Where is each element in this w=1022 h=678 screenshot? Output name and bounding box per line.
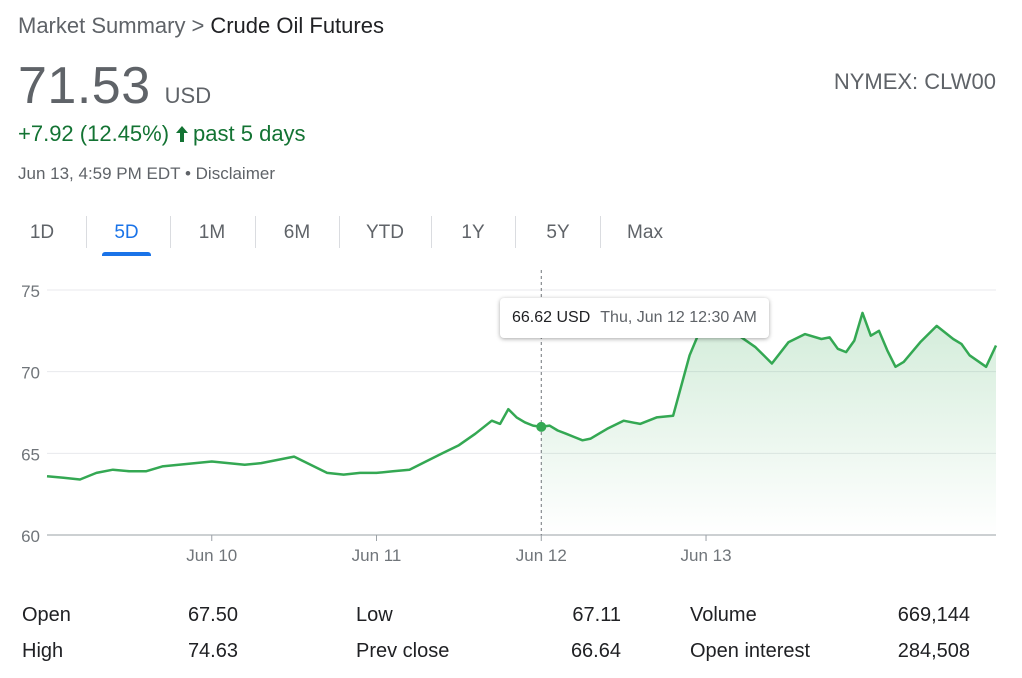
tab-label: Max (627, 222, 663, 243)
price-change: +7.92 (12.45%) (18, 121, 170, 146)
tab-divider (339, 216, 340, 248)
stat-low-value: 67.11 (572, 604, 621, 626)
tab-label: 1D (29, 222, 55, 243)
stat-open-value: 67.50 (187, 604, 238, 626)
stat-prev-close-label: Prev close (356, 640, 450, 662)
tab-ytd[interactable]: YTD (356, 214, 414, 256)
tab-divider (431, 216, 432, 248)
arrow-up-icon (175, 125, 189, 143)
stat-volume-label: Volume (690, 604, 757, 626)
tab-divider (600, 216, 601, 248)
tab-label: 6M (283, 222, 311, 243)
tab-label: 1M (198, 222, 226, 243)
tab-6m[interactable]: 6M (273, 214, 321, 256)
stat-open-interest-value: 284,508 (897, 640, 970, 662)
tab-divider (170, 216, 171, 248)
y-tick-label: 65 (21, 445, 40, 464)
change-period: past 5 days (193, 121, 306, 146)
tab-5y[interactable]: 5Y (533, 214, 583, 256)
tab-5d[interactable]: 5D (102, 214, 151, 256)
tab-label: 5Y (546, 222, 570, 243)
breadcrumb-separator: > (191, 13, 205, 38)
stat-high-value: 74.63 (187, 640, 238, 662)
price-chart[interactable]: 60 65 70 75 Jun 10 Jun 11 Jun 12 Jun 13 (0, 270, 1022, 580)
stat-prev-close-value: 66.64 (570, 640, 621, 662)
series-area-fill (541, 312, 996, 535)
breadcrumb: Market Summary > Crude Oil Futures (18, 13, 384, 39)
tab-1m[interactable]: 1M (188, 214, 236, 256)
tab-divider (255, 216, 256, 248)
separator-dot: • (184, 164, 191, 183)
quote-timestamp: Jun 13, 4:59 PM EDT (18, 164, 181, 183)
hover-marker-dot (536, 421, 547, 432)
breadcrumb-current: Crude Oil Futures (210, 13, 384, 38)
disclaimer-link[interactable]: Disclaimer (195, 164, 275, 183)
stat-volume-value: 669,144 (897, 604, 970, 626)
x-tick-label: Jun 12 (516, 546, 567, 565)
tab-label: 1Y (461, 222, 485, 243)
tab-divider (86, 216, 87, 248)
chart-tooltip: 66.62 USD Thu, Jun 12 12:30 AM (500, 298, 769, 338)
stat-high-label: High (22, 640, 64, 662)
stat-open-interest-label: Open interest (690, 640, 811, 662)
tab-1y[interactable]: 1Y (448, 214, 498, 256)
y-tick-label: 70 (21, 364, 40, 383)
tab-1d[interactable]: 1D (18, 214, 66, 256)
y-tick-label: 60 (21, 527, 40, 546)
exchange-symbol: NYMEX: CLW00 (833, 69, 996, 94)
x-tick-label: Jun 11 (352, 546, 402, 565)
tooltip-price: 66.62 USD (512, 309, 591, 326)
x-tick-label: Jun 13 (681, 546, 732, 565)
series-line (46, 311, 998, 481)
tab-divider (515, 216, 516, 248)
time-range-tabs: 1D 5D 1M 6M YTD 1Y 5Y Max (0, 214, 700, 256)
tab-label: 5D (114, 222, 139, 243)
price-row: 71.53 USD (18, 56, 211, 116)
y-tick-label: 75 (21, 282, 40, 301)
tab-label: YTD (366, 222, 404, 243)
quote-timestamp-row: Jun 13, 4:59 PM EDT • Disclaimer (18, 164, 275, 184)
stat-low-label: Low (356, 604, 393, 626)
x-tick-label: Jun 10 (186, 546, 237, 565)
price-change-row: +7.92 (12.45%) past 5 days (18, 121, 306, 147)
tab-max[interactable]: Max (617, 214, 673, 256)
currency-label: USD (164, 83, 212, 108)
tooltip-time: Thu, Jun 12 12:30 AM (600, 309, 757, 326)
current-price: 71.53 (18, 57, 151, 115)
stat-open-label: Open (22, 604, 71, 626)
breadcrumb-root-link[interactable]: Market Summary (18, 13, 186, 38)
